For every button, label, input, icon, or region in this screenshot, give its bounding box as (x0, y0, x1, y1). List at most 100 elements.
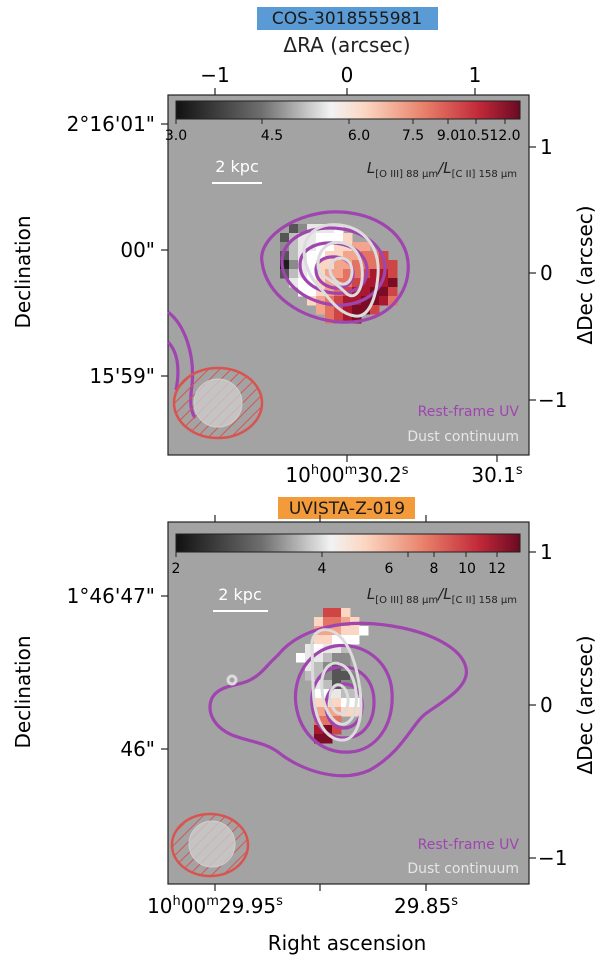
colorbar-label-bottom: L[O III] 88 μm/L[C II] 158 μm (367, 585, 517, 606)
ratio-pixel (388, 278, 398, 288)
top-ticks-bottom (214, 515, 427, 522)
colorbar-ticks-bottom (175, 552, 498, 557)
ratio-pixel (289, 251, 299, 261)
ratio-pixel (334, 296, 344, 306)
ratio-pixel (298, 233, 308, 243)
bottom-ticks-top (346, 455, 498, 462)
colorbar-bottom (175, 533, 521, 553)
ratio-pixel (341, 608, 351, 618)
ratio-pixel (289, 224, 299, 234)
ratio-pixel (307, 269, 317, 279)
ratio-pixel (307, 233, 317, 243)
panel-top: COS-3018555981 ΔRA (arcsec) −1 0 1 3.0 4… (11, 7, 597, 487)
ratio-pixel (298, 287, 308, 297)
ratio-pixel (314, 617, 324, 627)
ratio-pixel (307, 287, 317, 297)
left-tick-label: 1°46'47" (67, 584, 155, 608)
ratio-pixel (325, 233, 335, 243)
bottom-tick-label: 10h00m29.95s (147, 894, 283, 918)
ratio-pixel (343, 269, 353, 279)
ratio-pixel (316, 260, 326, 270)
ratio-pixel (314, 734, 324, 744)
ratio-pixel (323, 671, 333, 681)
colorbar-label-top: L[O III] 88 μm/L[C II] 158 μm (367, 159, 517, 180)
ratio-pixel (305, 644, 315, 654)
ratio-pixel (334, 242, 344, 252)
colorbar-tick-label: 4 (318, 561, 327, 577)
colorbar-tick-label: 3.0 (165, 128, 187, 144)
legend-uv-top: Rest-frame UV (418, 404, 520, 420)
ratio-pixel (350, 635, 360, 645)
ratio-pixel (370, 278, 380, 288)
ratio-pixel (323, 734, 333, 744)
ratio-pixel (379, 278, 389, 288)
bottom-axis-label: Right ascension (268, 931, 427, 955)
bottom-tick-label: 29.85s (394, 894, 458, 918)
colorbar-tick-label: 7.5 (402, 128, 424, 144)
ratio-pixel (314, 662, 324, 672)
right-axis-label-top: ΔDec (arcsec) (573, 205, 597, 344)
scalebar-label-top: 2 kpc (215, 157, 258, 176)
dust-contours-top (302, 223, 380, 318)
ratio-pixel (314, 644, 324, 654)
ratio-pixel (323, 617, 333, 627)
top-ticks (214, 88, 476, 95)
colorbar-tick-label: 8 (430, 561, 439, 577)
ratio-pixel (361, 242, 371, 252)
ratio-pixel (361, 251, 371, 261)
colorbar-tick-label: 12 (488, 561, 506, 577)
ratio-pixel (298, 278, 308, 288)
ratio-pixel (370, 305, 380, 315)
ratio-pixel (343, 260, 353, 270)
ratio-pixel (359, 626, 369, 636)
ratio-pixel (289, 269, 299, 279)
ratio-pixel (334, 260, 344, 270)
left-tick-label: 00" (120, 238, 155, 262)
right-tick-label: −1 (538, 846, 567, 870)
ratio-pixel (361, 296, 371, 306)
ratio-pixel (332, 617, 342, 627)
ratio-pixel (316, 305, 326, 315)
ratio-pixel (388, 260, 398, 270)
target-name-bottom: UVISTA-Z-019 (289, 499, 405, 519)
ratio-pixel (323, 716, 333, 726)
ratio-pixel (307, 278, 317, 288)
ratio-pixel (307, 251, 317, 261)
ratio-pixel (370, 269, 380, 279)
left-tick-label: 2°16'01" (67, 112, 155, 136)
ratio-pixel (352, 251, 362, 261)
left-tick-label: 46" (120, 737, 155, 761)
ratio-pixel (332, 653, 342, 663)
ratio-pixel (379, 296, 389, 306)
ratio-pixel (352, 260, 362, 270)
ratio-pixel (332, 644, 342, 654)
ratio-pixel (289, 260, 299, 270)
ratio-pixel (314, 653, 324, 663)
ratio-pixel (341, 626, 351, 636)
ratio-pixel (305, 662, 315, 672)
ratio-pixel (341, 644, 351, 654)
ratio-pixel (316, 296, 326, 306)
ratio-pixel (332, 698, 342, 708)
ratio-pixel (325, 314, 335, 324)
ratio-pixel (352, 242, 362, 252)
ratio-pixel (289, 278, 299, 288)
ratio-pixel (325, 278, 335, 288)
top-tick-label: 0 (341, 63, 354, 87)
ratio-pixel (314, 707, 324, 717)
target-name-top: COS-3018555981 (272, 9, 422, 29)
ratio-pixel (323, 653, 333, 663)
left-ticks-top (161, 123, 168, 377)
ratio-pixel (298, 224, 308, 234)
ratio-pixel (343, 233, 353, 243)
ratio-pixel (332, 608, 342, 618)
ratio-pixel (314, 725, 324, 735)
legend-dust-top: Dust continuum (407, 429, 519, 445)
ratio-pixel (325, 242, 335, 252)
ratio-pixel (350, 617, 360, 627)
ratio-pixel (314, 635, 324, 645)
dust-beam-bottom (188, 820, 236, 868)
ratio-pixel (280, 251, 290, 261)
ratio-pixel (298, 242, 308, 252)
